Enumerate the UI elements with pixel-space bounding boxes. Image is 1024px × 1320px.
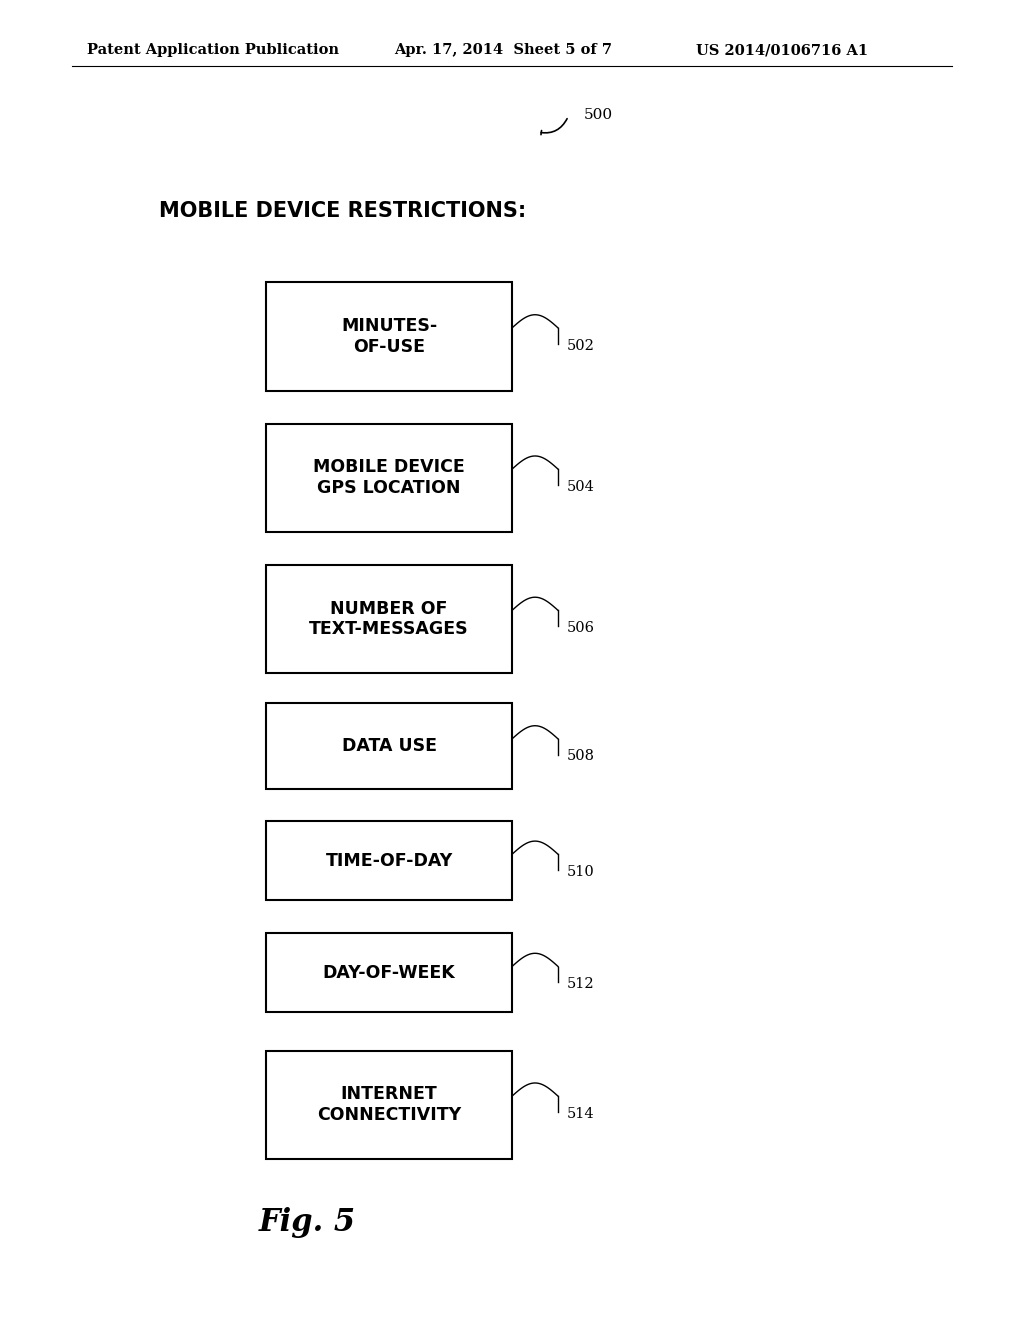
FancyBboxPatch shape xyxy=(266,565,512,673)
Text: TIME-OF-DAY: TIME-OF-DAY xyxy=(326,851,453,870)
FancyBboxPatch shape xyxy=(266,704,512,789)
FancyBboxPatch shape xyxy=(266,821,512,900)
Text: DAY-OF-WEEK: DAY-OF-WEEK xyxy=(323,964,456,982)
Text: 502: 502 xyxy=(566,338,594,352)
Text: MOBILE DEVICE
GPS LOCATION: MOBILE DEVICE GPS LOCATION xyxy=(313,458,465,498)
Text: 504: 504 xyxy=(566,479,594,494)
Text: Fig. 5: Fig. 5 xyxy=(259,1206,355,1238)
Text: US 2014/0106716 A1: US 2014/0106716 A1 xyxy=(696,44,868,57)
Text: 508: 508 xyxy=(566,750,594,763)
Text: Apr. 17, 2014  Sheet 5 of 7: Apr. 17, 2014 Sheet 5 of 7 xyxy=(394,44,612,57)
Text: MOBILE DEVICE RESTRICTIONS:: MOBILE DEVICE RESTRICTIONS: xyxy=(159,201,526,222)
Text: NUMBER OF
TEXT-MESSAGES: NUMBER OF TEXT-MESSAGES xyxy=(309,599,469,639)
Text: 510: 510 xyxy=(566,865,594,879)
Text: Patent Application Publication: Patent Application Publication xyxy=(87,44,339,57)
Text: 512: 512 xyxy=(566,977,594,991)
Text: INTERNET
CONNECTIVITY: INTERNET CONNECTIVITY xyxy=(317,1085,461,1125)
FancyBboxPatch shape xyxy=(266,282,512,391)
Text: MINUTES-
OF-USE: MINUTES- OF-USE xyxy=(341,317,437,356)
FancyBboxPatch shape xyxy=(266,933,512,1012)
Text: 506: 506 xyxy=(566,620,594,635)
FancyBboxPatch shape xyxy=(266,1051,512,1159)
FancyBboxPatch shape xyxy=(266,424,512,532)
Text: DATA USE: DATA USE xyxy=(342,737,436,755)
Text: 500: 500 xyxy=(584,108,612,121)
Text: 514: 514 xyxy=(566,1106,594,1121)
